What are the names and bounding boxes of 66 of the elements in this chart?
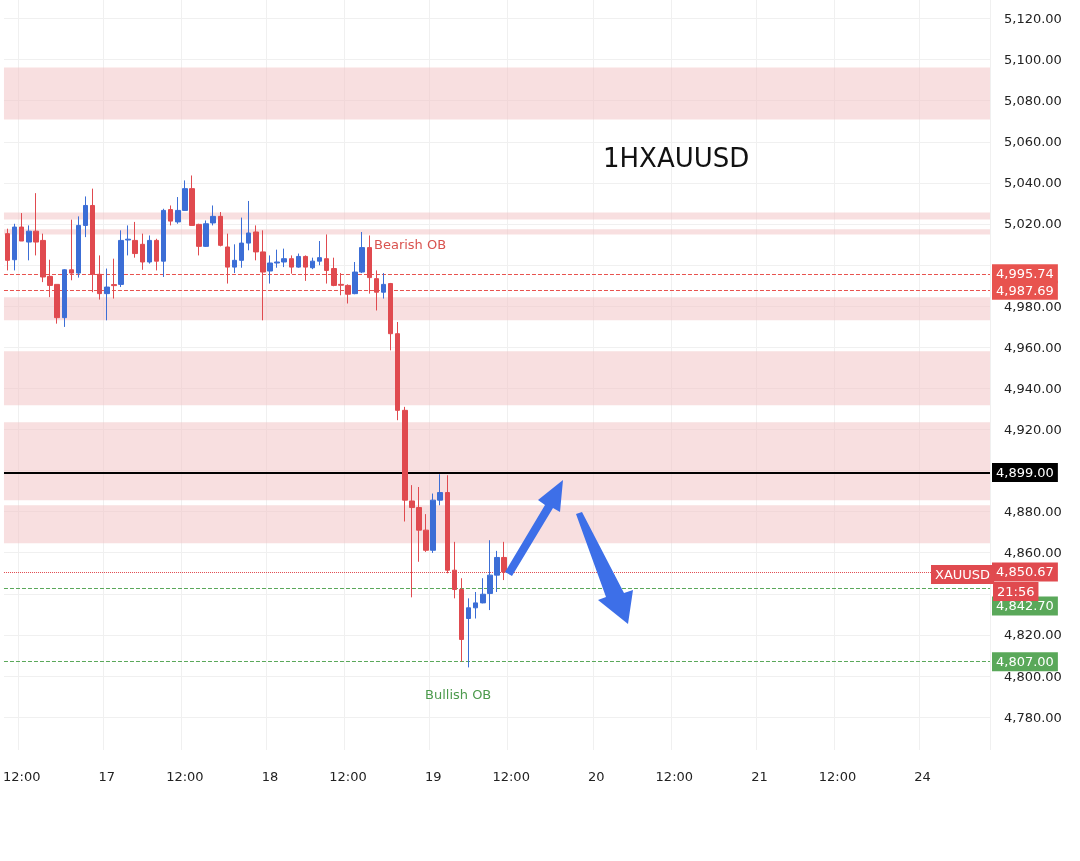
candlestick [246, 200, 251, 251]
candlestick [310, 257, 315, 270]
candlestick [104, 268, 110, 321]
text: 21:56 [997, 584, 1035, 599]
y-tick-label: 4,780.00 [1004, 709, 1062, 725]
candlestick [232, 243, 237, 274]
ref-line-label: 4,987.69 [996, 282, 1054, 298]
candlestick [395, 321, 400, 421]
y-tick-label: 4,880.00 [1004, 504, 1062, 520]
x-tick-label: 12:00 [492, 769, 530, 784]
y-tick-label: 4,860.00 [1004, 545, 1062, 561]
candlestick [147, 234, 152, 265]
candlestick [480, 577, 486, 604]
candlestick [62, 268, 67, 328]
candlestick [168, 204, 173, 226]
y-tick-label: 4,820.00 [1004, 627, 1062, 643]
x-tick-label: 12:00 [2, 769, 41, 784]
ref-line-label: 4,995.74 [996, 266, 1054, 282]
x-tick-label: 12:00 [329, 769, 367, 784]
annotation: Bullish OB [425, 687, 492, 702]
text: 1HXAUUSD [603, 143, 750, 173]
x-tick-label: 12:00 [655, 769, 694, 784]
candlestick [317, 240, 322, 266]
y-tick-label: 5,100.00 [1004, 52, 1062, 68]
candlestick [5, 228, 10, 271]
annotation: XAUUSD [935, 567, 991, 582]
y-tick-label: 4,800.00 [1004, 668, 1062, 684]
candlestick [473, 591, 478, 619]
x-tick-label: 12:00 [166, 769, 204, 784]
candlestick [26, 224, 32, 261]
x-tick-label: 20 [588, 769, 605, 784]
candlestick [12, 223, 17, 271]
ref-line-label: 4,807.00 [996, 654, 1054, 670]
y-tick-label: 5,040.00 [1004, 175, 1062, 191]
candlestick [132, 221, 138, 259]
y-tick-label: 4,920.00 [1004, 421, 1062, 437]
candlestick [466, 597, 471, 668]
y-tick-label: 4,960.00 [1004, 339, 1062, 355]
y-tick-label: 5,080.00 [1004, 93, 1062, 109]
ref-line-label: 4,850.67 [996, 564, 1054, 580]
x-tick-label: 18 [261, 769, 279, 784]
candlestick [161, 208, 166, 278]
y-tick-label: 5,020.00 [1004, 216, 1062, 232]
x-tick-label: 12:00 [818, 769, 857, 784]
candlestick [289, 254, 294, 275]
y-tick-label: 4,940.00 [1004, 380, 1062, 396]
candlestick [381, 272, 386, 300]
candlestick [19, 212, 24, 242]
x-tick-label: 19 [424, 769, 442, 784]
y-tick-label: 5,060.00 [1004, 134, 1062, 150]
ref-line-label: 4,899.00 [996, 465, 1054, 481]
candlestick [154, 238, 159, 271]
candlestick [83, 195, 88, 238]
x-tick-label: 21 [751, 769, 768, 784]
ref-line-label: 4,842.70 [996, 598, 1054, 614]
annotation: Bearish OB [374, 237, 447, 252]
x-tick-label: 17 [98, 769, 116, 784]
y-tick-label: 5,120.00 [1004, 10, 1062, 26]
candlestick [459, 577, 464, 663]
candlestick [76, 215, 81, 279]
y-tick-label: 4,980.00 [1004, 298, 1062, 314]
candlestick [218, 211, 223, 247]
candlestick [296, 253, 301, 269]
x-tick-label: 24 [914, 769, 931, 784]
candlestick [239, 217, 244, 269]
candlestick [140, 233, 145, 271]
